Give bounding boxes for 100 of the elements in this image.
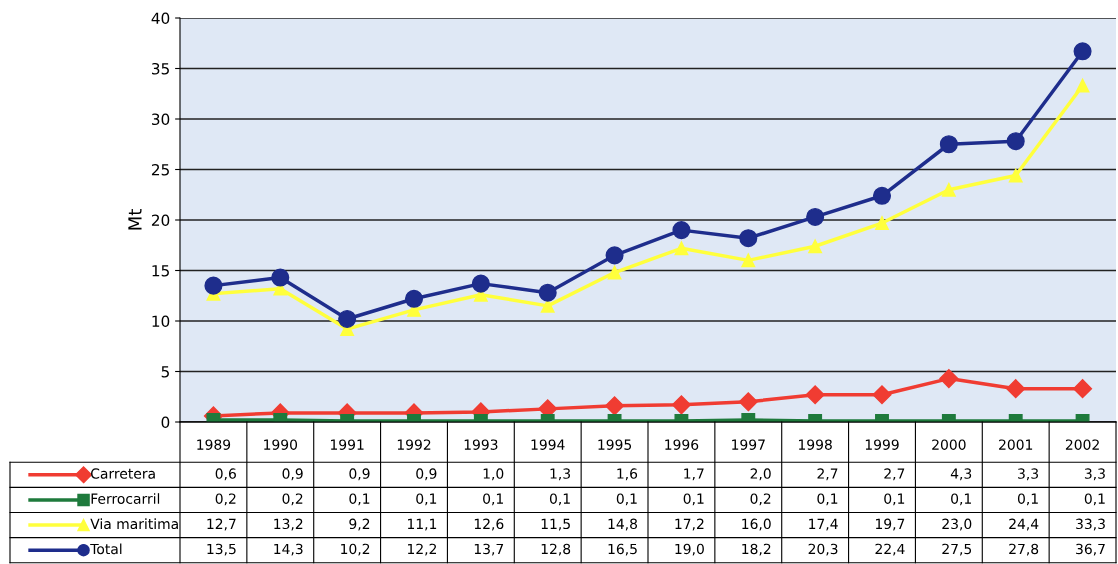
legend-label: Ferrocarril — [91, 493, 160, 504]
point — [738, 392, 758, 412]
x-tick-label: 1989 — [197, 439, 231, 450]
y-tick-label: 25 — [151, 163, 169, 176]
data-label: 27,8 — [1009, 543, 1039, 556]
x-tick-label: 1994 — [531, 439, 565, 450]
x-tick-label: 1990 — [264, 439, 298, 450]
y-tick-label: 5 — [161, 366, 169, 378]
point — [872, 186, 892, 205]
data-label: 2,0 — [750, 468, 771, 481]
data-label: 1,6 — [617, 468, 638, 481]
y-tick-label: 40 — [151, 12, 170, 25]
data-label: 0,1 — [483, 493, 503, 506]
legend-label: Via maritima — [90, 518, 178, 530]
data-label: 0,2 — [215, 493, 236, 506]
point — [672, 221, 691, 240]
point — [872, 385, 892, 405]
point — [605, 246, 624, 265]
data-label: 0,1 — [884, 493, 905, 506]
point — [939, 135, 958, 154]
x-tick-label: 2000 — [932, 439, 966, 450]
x-tick-label: 1993 — [464, 439, 498, 450]
data-label: 17,2 — [675, 518, 704, 531]
data-label: 16,0 — [742, 518, 771, 531]
point — [605, 396, 625, 416]
data-label: 0,1 — [1017, 493, 1038, 506]
data-label: 13,5 — [207, 543, 236, 556]
point — [404, 289, 424, 308]
point — [674, 241, 689, 256]
x-tick-label: 2002 — [1065, 439, 1099, 450]
data-label: 0,6 — [215, 468, 236, 481]
point — [1073, 42, 1092, 61]
data-label: 0,1 — [416, 493, 437, 506]
data-label: 4,3 — [950, 468, 972, 481]
data-label: 0,1 — [616, 493, 637, 506]
data-label: 14,3 — [274, 543, 303, 556]
point — [941, 182, 956, 197]
point — [1006, 132, 1025, 151]
point — [739, 229, 758, 248]
x-tick-label: 1991 — [330, 439, 364, 450]
data-label: 0,9 — [416, 468, 437, 481]
data-label: 36,7 — [1076, 543, 1105, 556]
point — [806, 207, 825, 226]
point — [204, 276, 223, 295]
data-label: 14,8 — [608, 518, 638, 531]
point — [471, 274, 490, 293]
point — [1075, 78, 1090, 93]
data-label: 1,7 — [684, 468, 704, 481]
data-label: 0,1 — [549, 493, 570, 506]
x-tick-label: 2001 — [999, 439, 1033, 450]
data-label: 20,3 — [808, 543, 838, 556]
point — [538, 283, 557, 302]
data-label: 12,2 — [408, 543, 437, 556]
point — [875, 216, 889, 230]
data-label: 11,5 — [541, 518, 570, 531]
y-tick-label: 15 — [152, 265, 169, 277]
data-label: 19,0 — [675, 543, 704, 556]
data-label: 12,7 — [207, 518, 236, 531]
point — [939, 369, 959, 389]
point — [338, 309, 357, 329]
x-tick-label: 1999 — [865, 439, 899, 450]
y-tick-label: 0 — [161, 416, 170, 429]
data-label: 24,4 — [1009, 518, 1039, 531]
data-label: 22,4 — [875, 543, 905, 556]
data-label: 23,0 — [942, 518, 972, 531]
data-label: 18,2 — [742, 543, 771, 556]
data-label: 27,5 — [942, 543, 972, 556]
y-tick-label: 30 — [152, 113, 170, 126]
data-label: 10,2 — [341, 543, 370, 556]
data-label: 0,1 — [683, 493, 704, 506]
point — [1008, 168, 1023, 183]
data-label: 2,7 — [884, 468, 905, 481]
legend-label: Total — [90, 543, 122, 555]
data-label: 13,7 — [474, 543, 504, 556]
data-label: 12,8 — [541, 543, 571, 556]
y-axis-title: Mt — [128, 209, 142, 230]
data-label: 16,5 — [608, 543, 637, 556]
data-label: 11,1 — [408, 518, 437, 531]
point — [805, 385, 825, 405]
x-tick-label: 1998 — [798, 439, 832, 450]
x-tick-label: 1996 — [665, 439, 699, 450]
point — [271, 268, 290, 287]
data-label: 9,2 — [349, 518, 370, 531]
data-label: 13,2 — [274, 518, 303, 531]
x-tick-label: 1992 — [397, 439, 431, 450]
point — [808, 239, 823, 254]
y-tick-label: 35 — [152, 62, 169, 75]
x-tick-label: 1995 — [598, 439, 632, 450]
point — [1006, 379, 1026, 399]
data-label: 1,3 — [550, 468, 570, 481]
data-label: 0,2 — [750, 493, 771, 506]
data-label: 3,3 — [1084, 468, 1105, 481]
data-label: 3,3 — [1018, 468, 1038, 481]
data-label: 12,6 — [474, 518, 504, 531]
data-label: 0,9 — [349, 468, 370, 481]
data-label: 1,0 — [483, 468, 504, 481]
point — [1073, 379, 1093, 399]
data-label: 19,7 — [876, 518, 905, 531]
data-label: 17,4 — [809, 518, 838, 531]
data-label: 2,7 — [817, 468, 838, 481]
